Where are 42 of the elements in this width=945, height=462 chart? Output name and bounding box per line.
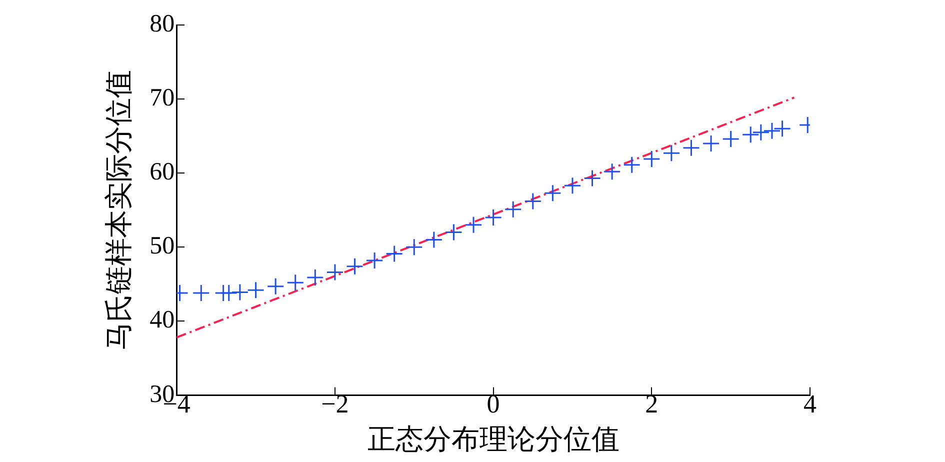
point — [774, 120, 792, 138]
point — [346, 258, 364, 276]
y-axis-title: 马氏链样本实际分位值 — [104, 70, 136, 350]
x-tick-label: 4 — [804, 390, 816, 419]
point — [464, 216, 482, 234]
point — [564, 176, 582, 194]
point — [752, 124, 770, 142]
x-tick-label: −2 — [321, 390, 349, 419]
point — [484, 208, 502, 226]
point — [584, 170, 602, 188]
point — [662, 144, 680, 162]
point — [682, 139, 700, 157]
point — [702, 134, 720, 152]
point — [286, 274, 304, 292]
point — [386, 245, 404, 263]
point — [722, 130, 740, 148]
x-axis-title: 正态分布理论分位值 — [367, 424, 620, 456]
point — [366, 252, 384, 270]
y-tick-label: 50 — [150, 232, 175, 260]
point — [642, 150, 660, 168]
point — [266, 278, 284, 296]
x-tick-label: 0 — [486, 390, 500, 419]
y-tick-label: 80 — [150, 10, 175, 38]
point — [326, 264, 344, 282]
point — [247, 281, 265, 299]
y-tick-label: 60 — [150, 158, 175, 186]
point — [231, 284, 249, 302]
point — [405, 238, 423, 256]
point — [544, 184, 562, 202]
point — [425, 230, 443, 248]
point — [623, 156, 641, 174]
point — [444, 224, 462, 242]
y-tick-label: 70 — [150, 84, 175, 112]
point — [603, 162, 621, 180]
point — [742, 126, 760, 144]
point — [524, 192, 542, 210]
point — [504, 200, 522, 218]
point — [220, 284, 238, 302]
point — [763, 122, 781, 140]
point — [192, 284, 210, 302]
y-tick-label: 40 — [150, 306, 175, 334]
point — [306, 268, 324, 286]
